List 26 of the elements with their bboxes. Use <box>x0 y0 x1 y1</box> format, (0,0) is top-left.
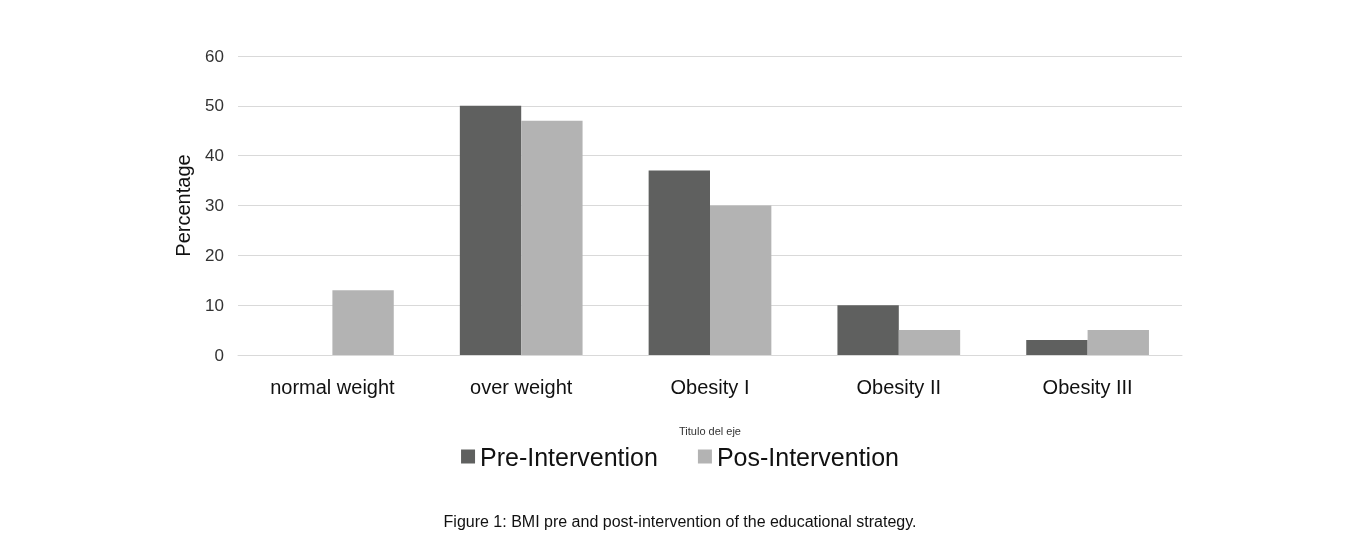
y-tick-label: 20 <box>205 245 224 265</box>
x-tick-label: normal weight <box>270 376 396 398</box>
bar <box>1026 340 1088 355</box>
x-tick-label: Obesity I <box>670 376 750 398</box>
y-tick-label: 10 <box>205 295 224 315</box>
bar <box>898 330 961 355</box>
bar <box>459 105 522 355</box>
bar <box>521 120 583 355</box>
x-tick-label: over weight <box>470 376 573 398</box>
y-tick-label: 50 <box>205 96 224 116</box>
legend-label: Pre-Intervention <box>480 442 658 471</box>
y-tick-label: 40 <box>205 146 224 166</box>
bar <box>710 205 772 355</box>
x-tick-label: Obesity III <box>1042 376 1133 398</box>
bar <box>648 170 710 355</box>
y-tick-label: 60 <box>205 46 224 66</box>
y-tick-label: 30 <box>205 196 224 215</box>
bar <box>837 305 899 355</box>
y-axis-title: Percentage <box>172 154 194 257</box>
caption: Figure 1: BMI pre and post-intervention of the educational strategy. <box>443 512 917 530</box>
x-axis-title: Titulo del eje <box>679 424 741 437</box>
legend-label: Pos-Intervention <box>716 442 899 471</box>
x-tick-label: Obesity II <box>856 376 942 398</box>
y-tick-label: 0 <box>214 345 224 365</box>
bar <box>1087 330 1149 355</box>
bar <box>332 290 394 355</box>
